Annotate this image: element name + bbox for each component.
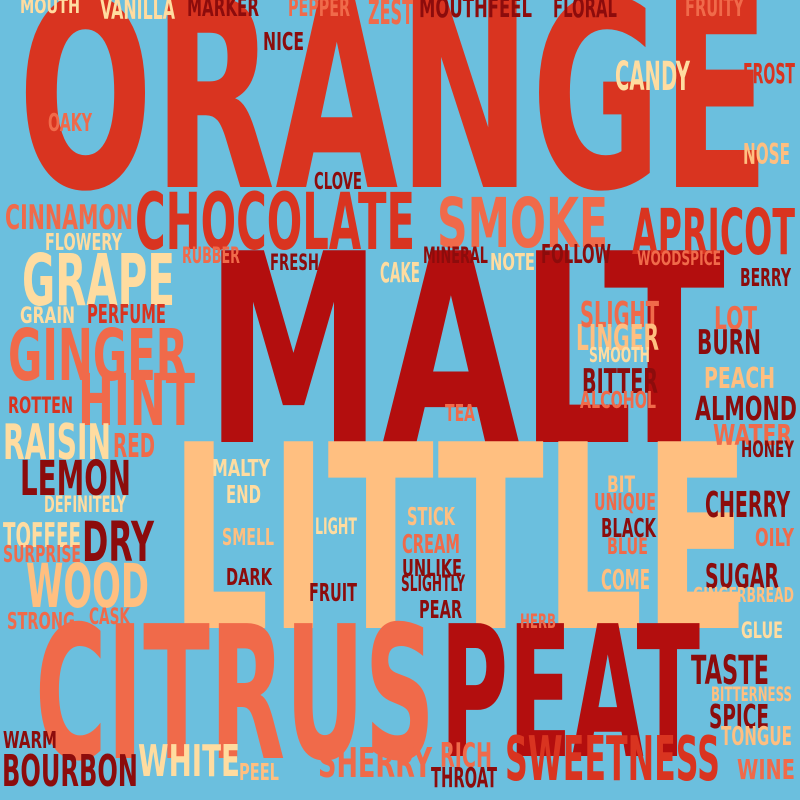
word-throat: THROAT <box>431 763 497 795</box>
word-ginger: GINGER <box>8 314 188 398</box>
word-citrus: CITRUS <box>35 585 435 800</box>
word-strong: STRONG <box>7 607 75 635</box>
word-pepper: PEPPER <box>288 0 350 24</box>
word-bitter: BITTER <box>582 361 659 402</box>
word-rubber: RUBBER <box>182 244 240 270</box>
word-pear: PEAR <box>419 594 463 624</box>
word-mouthfeel: MOUTHFEEL <box>419 0 532 25</box>
word-smell: SMELL <box>222 523 274 551</box>
word-candy: CANDY <box>615 53 690 100</box>
word-peach: PEACH <box>704 360 776 395</box>
word-blue: BLUE <box>607 535 648 561</box>
word-sweetness: SWEETNESS <box>505 722 720 795</box>
word-raisin: RAISIN <box>3 413 111 472</box>
word-stick: STICK <box>407 501 455 531</box>
word-frost: FROST <box>743 59 795 91</box>
word-oaky: OAKY <box>48 107 92 137</box>
word-orange: ORANGE <box>18 0 770 250</box>
word-rotten: ROTTEN <box>8 394 73 420</box>
word-slightly: SLIGHTLY <box>401 572 465 598</box>
word-hint: HINT <box>78 359 195 443</box>
word-follow: FOLLOW <box>541 240 611 271</box>
word-mouth: MOUTH <box>20 0 81 19</box>
word-light: LIGHT <box>315 515 357 541</box>
word-perfume: PERFUME <box>87 300 166 331</box>
word-unique: UNIQUE <box>594 488 656 516</box>
word-almond: ALMOND <box>695 389 797 429</box>
word-bitterness: BITTERNESS <box>711 682 792 706</box>
word-fruity: FRUITY <box>685 0 744 24</box>
word-sugar: SUGAR <box>705 556 780 597</box>
word-mineral: MINERAL <box>423 244 488 270</box>
word-floral: FLORAL <box>553 0 617 25</box>
word-lemon: LEMON <box>20 451 131 508</box>
word-bit: BIT <box>607 473 635 499</box>
word-grape: GRAPE <box>22 239 175 323</box>
word-berry: BERRY <box>740 262 792 292</box>
word-linger: LINGER <box>576 317 659 359</box>
word-dark: DARK <box>226 563 272 591</box>
word-end: END <box>226 479 262 509</box>
word-definitely: DEFINITELY <box>44 493 126 519</box>
word-slight: SLIGHT <box>580 294 659 336</box>
word-gingerbread: GINGERBREAD <box>693 583 794 608</box>
word-clove: CLOVE <box>314 167 362 195</box>
word-cinnamon: CINNAMON <box>5 197 134 238</box>
word-spice: SPICE <box>709 697 770 737</box>
word-cream: CREAM <box>402 530 460 561</box>
word-unlike: UNLIKE <box>402 554 462 582</box>
word-dry: DRY <box>82 510 154 575</box>
word-alcohol: ALCOHOL <box>580 386 656 414</box>
word-rich: RICH <box>440 735 493 776</box>
word-marker: MARKER <box>187 0 259 24</box>
word-tea: TEA <box>445 399 475 427</box>
word-water: WATER <box>713 417 792 452</box>
word-vanilla: VANILLA <box>100 0 175 26</box>
word-oily: OILY <box>755 522 794 552</box>
word-glue: GLUE <box>741 619 783 645</box>
word-peat: PEAT <box>440 587 701 800</box>
word-come: COME <box>601 565 650 597</box>
word-zest: ZEST <box>368 0 414 33</box>
word-smooth: SMOOTH <box>589 343 650 368</box>
word-black: BLACK <box>601 514 656 545</box>
word-cake: CAKE <box>380 258 420 290</box>
word-nose: NOSE <box>743 136 791 171</box>
word-taste: TASTE <box>691 647 769 694</box>
word-note: NOTE <box>490 248 535 276</box>
word-honey: HONEY <box>741 438 794 464</box>
word-malt: MALT <box>205 198 725 505</box>
word-cherry: CHERRY <box>705 484 790 526</box>
word-smoke: SMOKE <box>437 183 608 264</box>
word-wood: WOOD <box>26 552 149 623</box>
word-grain: GRAIN <box>20 304 75 330</box>
word-red: RED <box>113 426 155 466</box>
word-white: WHITE <box>138 736 240 788</box>
word-fruit: FRUIT <box>309 577 358 607</box>
word-fresh: FRESH <box>270 251 319 277</box>
word-sherry: SHERRY <box>318 738 432 787</box>
word-toffee: TOFFEE <box>3 515 82 556</box>
word-flowery: FLOWERY <box>45 228 122 256</box>
word-herb: HERB <box>520 609 556 633</box>
word-little: LITTLE <box>170 390 751 689</box>
word-woodspice: WOODSPICE <box>637 246 721 270</box>
word-wine: WINE <box>737 755 795 787</box>
word-tongue: TONGUE <box>721 722 792 753</box>
word-cask: CASK <box>89 605 130 631</box>
word-bourbon: BOURBON <box>2 746 138 798</box>
word-malty: MALTY <box>212 454 270 482</box>
word-burn: BURN <box>697 322 762 363</box>
word-nice: NICE <box>263 26 304 56</box>
word-chocolate: CHOCOLATE <box>135 177 415 268</box>
word-warm: WARM <box>3 726 57 754</box>
word-apricot: APRICOT <box>632 195 795 269</box>
word-surprise: SURPRISE <box>3 540 81 568</box>
word-lot: LOT <box>714 301 757 338</box>
word-peel: PEEL <box>239 758 279 786</box>
